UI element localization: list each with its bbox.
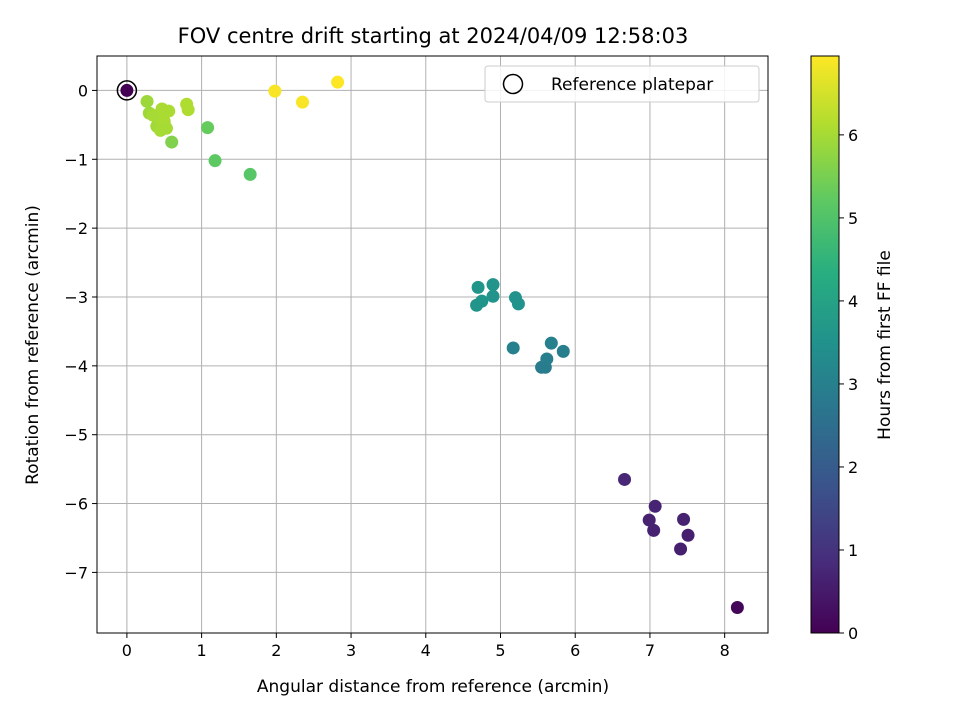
data-point xyxy=(556,344,570,358)
data-points xyxy=(116,75,744,615)
colorbar-tick-label: 0 xyxy=(848,624,858,643)
y-tick-label: −7 xyxy=(64,563,88,582)
y-tick-label: −4 xyxy=(64,357,88,376)
x-tick-label: 5 xyxy=(495,641,505,660)
data-point xyxy=(486,289,500,303)
legend-marker-reference xyxy=(502,73,524,95)
data-point xyxy=(165,135,179,149)
chart-title: FOV centre drift starting at 2024/04/09 … xyxy=(178,24,689,48)
reference-platepar-marker xyxy=(116,80,138,101)
y-tick-label: −3 xyxy=(64,288,88,307)
data-point xyxy=(471,280,485,294)
data-point xyxy=(201,121,215,135)
data-point xyxy=(162,104,176,118)
colorbar-tick-label: 6 xyxy=(848,126,858,145)
data-point xyxy=(243,167,257,181)
data-point xyxy=(642,513,656,527)
colorbar-tick-label: 2 xyxy=(848,458,858,477)
data-point xyxy=(181,103,195,117)
data-point xyxy=(159,121,173,135)
data-point xyxy=(331,75,345,89)
colorbar-tick-label: 5 xyxy=(848,209,858,228)
data-point xyxy=(120,83,134,97)
colorbar-label: Hours from first FF file xyxy=(875,250,895,440)
x-axis-label: Angular distance from reference (arcmin) xyxy=(257,677,609,697)
y-tick-label: −5 xyxy=(64,426,88,445)
plot-frame xyxy=(96,55,769,634)
data-point xyxy=(140,94,154,108)
x-tick-label: 3 xyxy=(346,641,356,660)
data-point xyxy=(677,512,691,526)
y-axis-ticks: 0 −1 −2 −3 −4 −5 −6 −7 xyxy=(64,81,97,582)
data-point xyxy=(681,528,695,542)
x-tick-label: 7 xyxy=(645,641,655,660)
data-point xyxy=(475,294,489,308)
data-point xyxy=(268,84,282,98)
data-point xyxy=(674,542,688,556)
colorbar-tick-label: 4 xyxy=(848,292,858,311)
data-point xyxy=(648,499,662,513)
legend-box xyxy=(484,65,760,103)
data-point xyxy=(544,336,558,350)
data-point xyxy=(208,154,222,168)
x-tick-label: 6 xyxy=(570,641,580,660)
colorbar-tick-label: 3 xyxy=(848,375,858,394)
grid-lines xyxy=(97,56,768,633)
data-point xyxy=(540,352,554,366)
data-point xyxy=(511,297,525,311)
data-point xyxy=(506,341,520,355)
x-axis-ticks: 0 1 2 3 4 5 6 7 8 xyxy=(122,633,730,660)
x-tick-label: 1 xyxy=(197,641,207,660)
y-tick-label: −1 xyxy=(64,150,88,169)
colorbar-tick-label: 1 xyxy=(848,541,858,560)
data-point xyxy=(730,601,744,615)
y-axis-label: Rotation from reference (arcmin) xyxy=(23,205,43,485)
legend-label-reference: Reference platepar xyxy=(551,75,713,95)
legend: Reference platepar xyxy=(484,65,760,103)
colorbar-ticks: 0 1 2 3 4 5 6 xyxy=(839,126,858,643)
data-point xyxy=(647,523,661,537)
x-tick-label: 4 xyxy=(421,641,431,660)
y-tick-label: −6 xyxy=(64,495,88,514)
x-tick-label: 8 xyxy=(720,641,730,660)
x-tick-label: 2 xyxy=(271,641,281,660)
data-point xyxy=(295,95,309,109)
data-point xyxy=(618,472,632,486)
x-tick-label: 0 xyxy=(122,641,132,660)
y-tick-label: 0 xyxy=(78,81,88,100)
colorbar xyxy=(810,55,840,634)
data-point xyxy=(486,278,500,292)
y-tick-label: −2 xyxy=(64,219,88,238)
